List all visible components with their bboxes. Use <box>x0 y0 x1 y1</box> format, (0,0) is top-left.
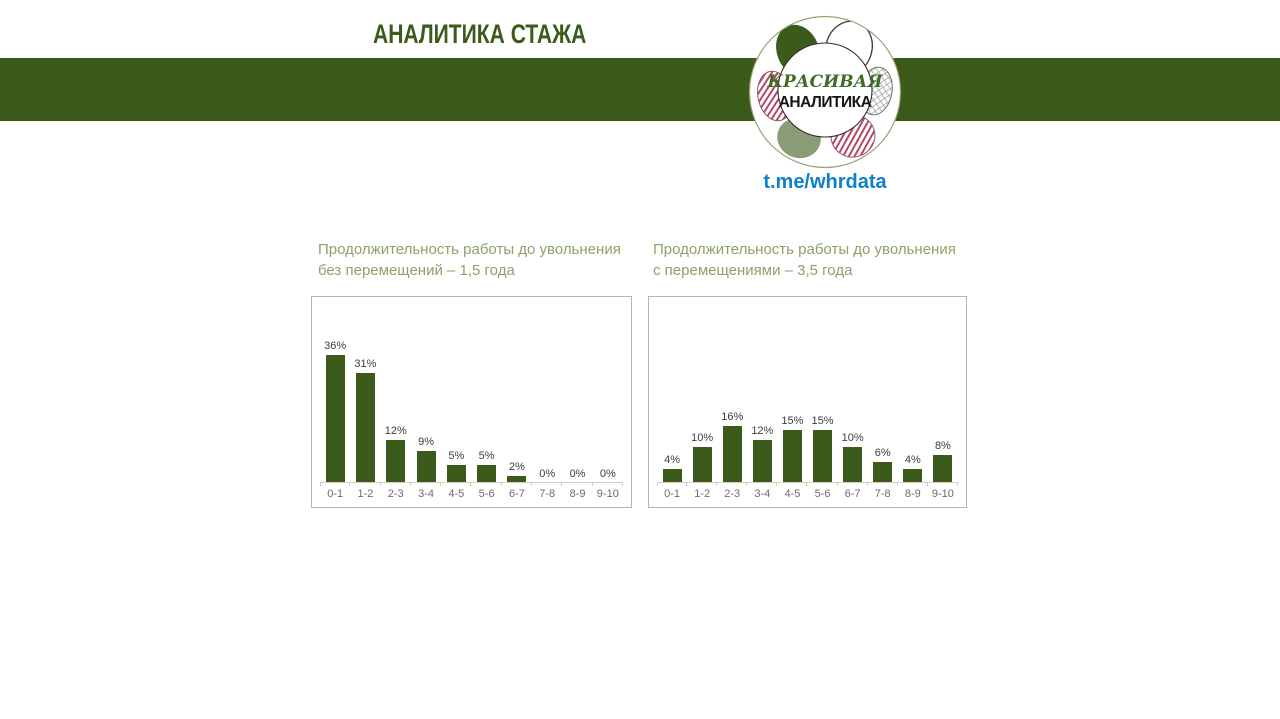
bar <box>386 440 406 483</box>
bar-column: 4% <box>898 297 928 483</box>
bar <box>355 373 375 483</box>
bar <box>477 465 497 483</box>
chart-panel-right: 4% 10% 16% 12% 15% 15% 10% 6% 4% 8% 0-1 1-2 2-3 3-4 4… <box>648 296 967 508</box>
header-band <box>0 58 1280 121</box>
x-tick-label: 7-8 <box>532 483 563 507</box>
bar-value-label: 12% <box>384 425 407 437</box>
bar-column: 10% <box>687 297 717 483</box>
bar-value-label: 5% <box>478 450 495 462</box>
x-tick-label: 0-1 <box>657 483 688 507</box>
x-tick-label: 3-4 <box>411 483 442 507</box>
bars-area: 36% 31% 12% 9% 5% 5% 2% 0% 0% 0% <box>320 297 623 483</box>
page-title: АНАЛИТИКА СТАЖА <box>373 19 587 49</box>
x-tick-label: 9-10 <box>928 483 959 507</box>
bar-value-label: 16% <box>721 411 744 423</box>
x-tick-label: 8-9 <box>898 483 928 507</box>
bar-column: 4% <box>657 297 687 483</box>
bar <box>873 462 893 483</box>
bar-value-label: 15% <box>811 415 834 427</box>
bar-value-label: 6% <box>874 447 891 459</box>
chart-title-right: Продолжительность работы до увольнения с… <box>653 241 956 279</box>
x-axis: 0-1 1-2 2-3 3-4 4-5 5-6 6-7 7-8 8-9 9-10 <box>320 482 624 507</box>
bar-value-label: 10% <box>691 432 714 444</box>
bar-value-label: 31% <box>354 358 377 370</box>
x-tick-label: 2-3 <box>717 483 748 507</box>
bar-column: 5% <box>441 297 471 483</box>
bar-column: 31% <box>350 297 380 483</box>
x-tick-label: 7-8 <box>868 483 898 507</box>
bar-column: 0% <box>593 297 623 483</box>
bar-column: 12% <box>747 297 777 483</box>
bar-column: 8% <box>928 297 958 483</box>
bar-column: 6% <box>868 297 898 483</box>
flower-logo-icon: КРАСИВАЯ АНАЛИТИКА <box>748 15 902 169</box>
bar <box>903 469 923 483</box>
x-tick-label: 1-2 <box>350 483 381 507</box>
bar <box>752 440 772 483</box>
bar <box>662 469 682 483</box>
chart-title-left: Продолжительность работы до увольнения б… <box>318 241 621 279</box>
bar <box>782 430 802 483</box>
x-tick-label: 4-5 <box>777 483 808 507</box>
x-tick-label: 0-1 <box>320 483 351 507</box>
bar-value-label: 0% <box>539 468 556 480</box>
bar-column: 9% <box>411 297 441 483</box>
bars-area: 4% 10% 16% 12% 15% 15% 10% 6% 4% 8% <box>657 297 958 483</box>
logo-text-line1: КРАСИВАЯ <box>767 72 884 92</box>
bar <box>722 426 742 483</box>
bar-column: 12% <box>381 297 411 483</box>
brand-logo: КРАСИВАЯ АНАЛИТИКА <box>748 15 902 169</box>
bar <box>325 355 345 483</box>
bar-value-label: 4% <box>664 454 680 466</box>
bar-value-label: 8% <box>934 440 951 452</box>
bar-column: 5% <box>471 297 501 483</box>
bar <box>933 455 953 483</box>
bar-column: 36% <box>320 297 350 483</box>
bar-column: 0% <box>562 297 592 483</box>
bar-column: 16% <box>717 297 747 483</box>
bar <box>813 430 833 483</box>
bar-column: 0% <box>532 297 562 483</box>
x-tick-label: 5-6 <box>471 483 503 507</box>
bar-value-label: 36% <box>324 340 347 352</box>
bar-value-label: 9% <box>418 436 434 448</box>
x-tick-label: 9-10 <box>593 483 624 507</box>
x-tick-label: 2-3 <box>381 483 412 507</box>
bar-value-label: 2% <box>508 461 525 473</box>
bar <box>416 451 436 483</box>
logo-text-line2: АНАЛИТИКА <box>779 94 872 111</box>
telegram-link[interactable]: t.me/whrdata <box>763 171 887 193</box>
bar-value-label: 4% <box>904 454 921 466</box>
x-tick-label: 5-6 <box>807 483 838 507</box>
x-tick-label: 6-7 <box>502 483 533 507</box>
bar-value-label: 15% <box>781 415 804 427</box>
bar <box>446 465 466 483</box>
bar-column: 2% <box>502 297 532 483</box>
bar-value-label: 0% <box>569 468 586 480</box>
bar <box>507 476 527 483</box>
x-tick-label: 1-2 <box>687 483 718 507</box>
bar-value-label: 0% <box>599 468 616 480</box>
x-tick-label: 8-9 <box>562 483 593 507</box>
x-tick-label: 6-7 <box>838 483 868 507</box>
x-axis: 0-1 1-2 2-3 3-4 4-5 5-6 6-7 7-8 8-9 9-10 <box>657 482 959 507</box>
bar-value-label: 12% <box>751 425 774 437</box>
x-tick-label: 3-4 <box>747 483 778 507</box>
bar-value-label: 10% <box>841 432 864 444</box>
x-tick-label: 4-5 <box>441 483 472 507</box>
bar <box>692 447 712 483</box>
bar-value-label: 5% <box>448 450 465 462</box>
bar-column: 15% <box>807 297 837 483</box>
bar <box>843 447 863 483</box>
bar-column: 15% <box>777 297 807 483</box>
chart-panel-left: 36% 31% 12% 9% 5% 5% 2% 0% 0% 0% 0-1 1-2 2-3 3-4 4-5 5… <box>311 296 632 508</box>
bar-column: 10% <box>838 297 868 483</box>
